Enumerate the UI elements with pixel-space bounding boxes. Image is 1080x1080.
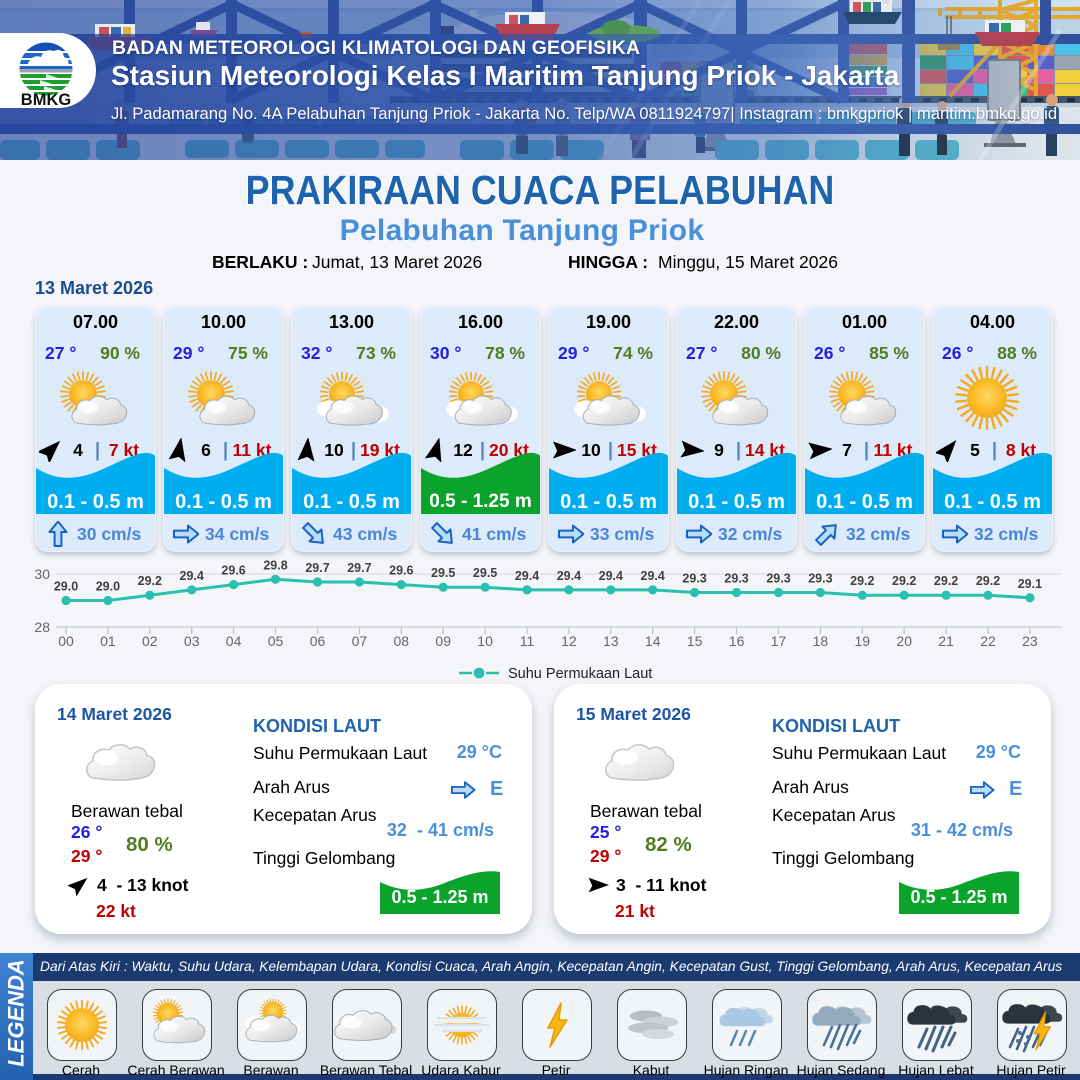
svg-text:05: 05 [268,633,284,649]
svg-text:21: 21 [938,633,954,649]
svg-text:03: 03 [184,633,200,649]
svg-text:Suhu Permukaan Laut: Suhu Permukaan Laut [508,666,652,682]
svg-text:29.2: 29.2 [850,574,874,588]
svg-text:06: 06 [310,633,326,649]
svg-text:09: 09 [435,633,451,649]
svg-text:29.3: 29.3 [682,572,706,586]
svg-text:29.5: 29.5 [473,566,497,580]
svg-text:19: 19 [855,633,871,649]
svg-text:29.6: 29.6 [389,564,413,578]
svg-text:29.4: 29.4 [515,569,539,583]
svg-text:01: 01 [100,633,116,649]
svg-text:29.0: 29.0 [96,580,120,594]
svg-text:29.5: 29.5 [431,566,455,580]
svg-text:15: 15 [687,633,703,649]
svg-text:08: 08 [394,633,410,649]
svg-text:BMKG: BMKG [21,91,71,108]
svg-text:04: 04 [226,633,242,649]
svg-text:29.4: 29.4 [557,569,581,583]
svg-text:29.4: 29.4 [641,569,665,583]
svg-text:29.6: 29.6 [221,564,245,578]
svg-text:29.8: 29.8 [263,558,287,572]
svg-text:29.3: 29.3 [724,572,748,586]
svg-text:29.2: 29.2 [934,574,958,588]
svg-text:29.3: 29.3 [766,572,790,586]
svg-text:14: 14 [645,633,661,649]
svg-text:02: 02 [142,633,158,649]
svg-text:30: 30 [34,566,50,582]
svg-text:29.7: 29.7 [305,561,329,575]
svg-text:22: 22 [980,633,996,649]
svg-text:07: 07 [352,633,368,649]
svg-text:29.2: 29.2 [976,574,1000,588]
svg-text:11: 11 [520,633,535,649]
svg-text:29.4: 29.4 [599,569,623,583]
svg-text:29.4: 29.4 [180,569,204,583]
svg-text:29.3: 29.3 [808,572,832,586]
svg-text:29.7: 29.7 [347,561,371,575]
svg-text:29.2: 29.2 [138,574,162,588]
svg-text:23: 23 [1022,633,1038,649]
svg-text:29.1: 29.1 [1018,577,1042,591]
svg-text:16: 16 [729,633,745,649]
svg-text:17: 17 [771,633,787,649]
svg-text:12: 12 [561,633,577,649]
svg-text:20: 20 [896,633,912,649]
svg-text:13: 13 [603,633,619,649]
svg-text:29.0: 29.0 [54,580,78,594]
svg-text:10: 10 [477,633,493,649]
svg-text:29.2: 29.2 [892,574,916,588]
svg-text:28: 28 [34,619,50,635]
svg-text:18: 18 [813,633,829,649]
svg-text:00: 00 [58,633,74,649]
